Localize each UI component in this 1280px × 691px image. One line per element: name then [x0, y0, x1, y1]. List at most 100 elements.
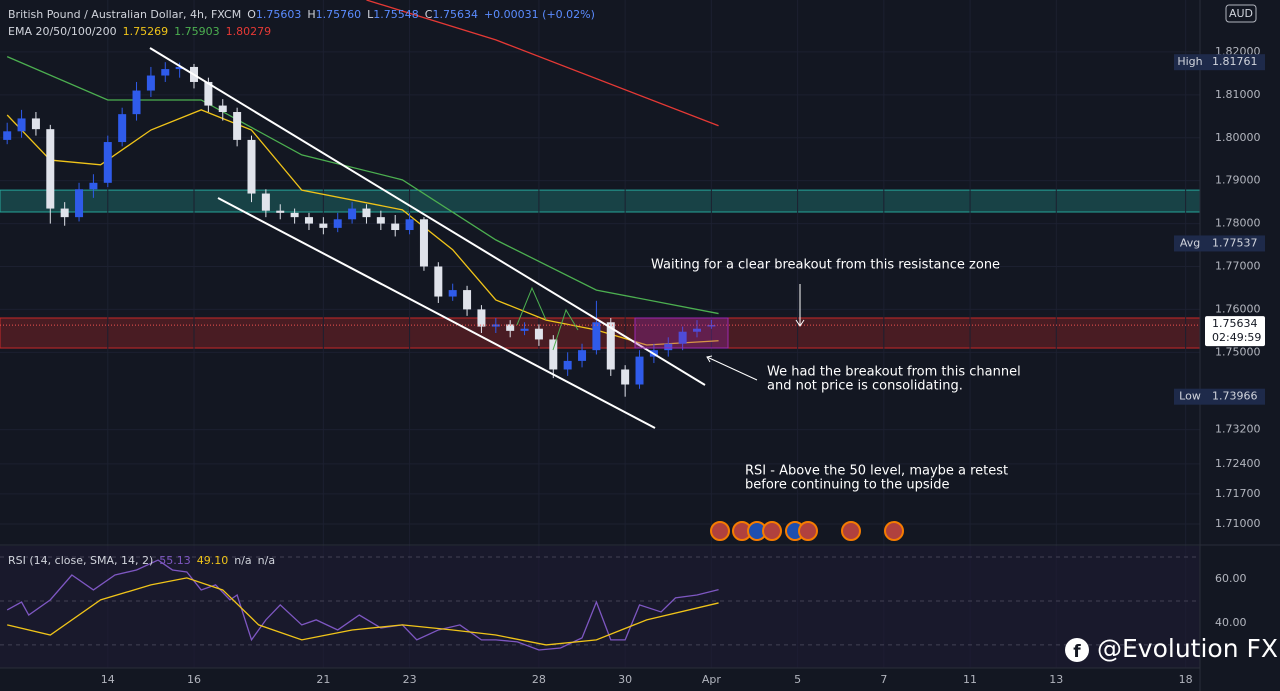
- candle-body: [534, 328, 543, 340]
- candle-body: [17, 118, 26, 132]
- candle-body: [635, 356, 644, 385]
- y-tick-label: 1.81000: [1215, 88, 1261, 101]
- rsi-value: 49.10: [197, 554, 229, 567]
- zone: [0, 189, 1201, 213]
- candle-body: [405, 219, 414, 231]
- change: +0.00031 (+0.02%): [484, 8, 595, 21]
- candle-body: [578, 350, 587, 361]
- badge-label: High: [1177, 55, 1202, 68]
- y-tick-label: 1.71700: [1215, 487, 1261, 500]
- annotation: We had the breakout from this channel: [767, 365, 1021, 380]
- candle-body: [477, 309, 486, 327]
- facebook-letter: f: [1073, 642, 1081, 662]
- candle-body: [89, 182, 98, 190]
- channel-upper: [149, 47, 706, 386]
- indicator-name: EMA 20/50/100/200: [8, 25, 117, 38]
- watermark: f @Evolution FX: [1065, 634, 1278, 663]
- annotation: before continuing to the upside: [745, 478, 950, 493]
- x-tick-label: 13: [1049, 673, 1063, 686]
- countdown: 02:49:59: [1212, 331, 1261, 344]
- ema-value: 1.75269: [123, 25, 169, 38]
- y-tick-label: 1.79000: [1215, 174, 1261, 187]
- y-tick-label: 1.73200: [1215, 423, 1261, 436]
- ema-line: [366, 0, 719, 127]
- green-arrow: [552, 308, 579, 351]
- currency-box[interactable]: [1225, 4, 1257, 23]
- current-price-badge: [1205, 316, 1265, 347]
- candle-body: [549, 339, 558, 370]
- rsi-title: RSI (14, close, SMA, 14, 2): [8, 554, 153, 567]
- x-tick-label: 14: [101, 673, 115, 686]
- annotation: Waiting for a clear breakout from this r…: [651, 258, 1000, 273]
- candle-body: [506, 324, 515, 331]
- ema-value: 1.80279: [226, 25, 272, 38]
- currency[interactable]: AUD: [1229, 7, 1253, 20]
- candle-body: [678, 331, 687, 344]
- x-tick-label: 11: [963, 673, 977, 686]
- channel-lower: [217, 197, 656, 429]
- event-flags: [710, 521, 904, 541]
- x-tick-label: 30: [618, 673, 632, 686]
- candle-body: [218, 105, 227, 113]
- candle-body: [75, 189, 84, 218]
- current-price: 1.75634: [1212, 317, 1258, 330]
- rsi-line: [7, 577, 719, 646]
- header: British Pound / Australian Dollar, 4h, F…: [8, 8, 595, 21]
- candle-body: [707, 325, 716, 327]
- x-tick-label: 7: [880, 673, 887, 686]
- arrowhead: [795, 319, 805, 327]
- rsi-value: n/a: [234, 554, 251, 567]
- x-tick-label: Apr: [702, 673, 722, 686]
- y-tick-label: 60.00: [1215, 572, 1247, 585]
- badge-value-box: [1206, 54, 1265, 71]
- candle-body: [204, 81, 213, 106]
- y-tick-label: 1.80000: [1215, 131, 1261, 144]
- ohlc-value: 1.75548: [373, 8, 419, 21]
- flag: [762, 521, 782, 541]
- x-tick-label: 16: [187, 673, 201, 686]
- y-tick-label: 1.77000: [1215, 259, 1261, 272]
- candle-body: [146, 75, 155, 91]
- symbol-title: British Pound / Australian Dollar, 4h, F…: [8, 8, 241, 21]
- candle-body: [563, 360, 572, 370]
- candle-body: [290, 212, 299, 218]
- candle-body: [304, 217, 313, 224]
- facebook-icon: [1065, 638, 1089, 662]
- candle-body: [362, 208, 371, 218]
- candle-body: [592, 322, 601, 351]
- flag: [884, 521, 904, 541]
- candle-body: [348, 208, 357, 220]
- indicator-legend: EMA 20/50/100/200 1.75269 1.75903 1.80279: [8, 25, 271, 38]
- candle-body: [46, 129, 55, 209]
- candle-body: [463, 290, 472, 310]
- flag: [798, 521, 818, 541]
- y-tick-label: 1.75000: [1215, 345, 1261, 358]
- badge-label-box: [1174, 54, 1206, 71]
- ohlc-value: 1.75603: [256, 8, 302, 21]
- candle-body: [520, 328, 529, 331]
- ohlc-value: 1.75634: [432, 8, 478, 21]
- y-tick-label: 40.00: [1215, 616, 1247, 629]
- candle-body: [60, 208, 69, 218]
- y-tick-label: 1.76000: [1215, 302, 1261, 315]
- candle-body: [693, 328, 702, 332]
- rsi-legend: RSI (14, close, SMA, 14, 2) 55.13 49.10 n/a…: [8, 554, 275, 567]
- candle-body: [276, 210, 285, 213]
- flag: [841, 521, 861, 541]
- ohlc-label: H: [307, 8, 315, 21]
- candle-body: [261, 193, 270, 211]
- badge-value: 1.77537: [1212, 236, 1258, 249]
- candle-body: [247, 139, 256, 194]
- ohlc-label: C: [425, 8, 433, 21]
- x-tick-label: 18: [1179, 673, 1193, 686]
- ohlc-label: O: [247, 8, 256, 21]
- badge-label: Low: [1179, 390, 1201, 403]
- drawings: [149, 47, 805, 429]
- candle-body: [448, 290, 457, 297]
- candle-body: [434, 266, 443, 297]
- candle-body: [621, 369, 630, 385]
- ema-value: 1.75903: [174, 25, 220, 38]
- candle-body: [118, 114, 127, 143]
- candle-body: [175, 66, 184, 70]
- candle-body: [3, 131, 12, 140]
